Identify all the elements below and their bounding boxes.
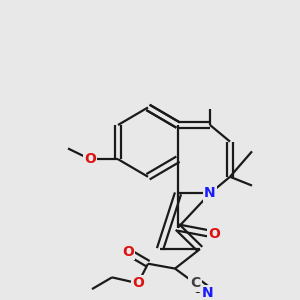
Text: N: N bbox=[204, 186, 216, 200]
Text: N: N bbox=[202, 286, 214, 300]
Text: O: O bbox=[208, 227, 220, 242]
Text: C: C bbox=[190, 276, 200, 290]
Text: O: O bbox=[122, 245, 134, 259]
Text: O: O bbox=[84, 152, 96, 166]
Text: O: O bbox=[132, 276, 144, 290]
